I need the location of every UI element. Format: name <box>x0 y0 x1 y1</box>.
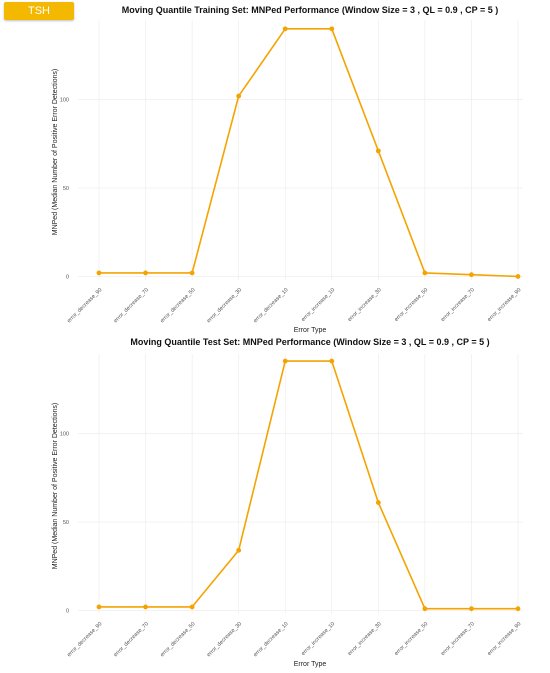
data-point <box>515 274 521 279</box>
data-point <box>422 606 428 612</box>
y-tick-label: 100 <box>60 432 69 438</box>
data-point <box>422 270 428 276</box>
data-point <box>515 606 521 612</box>
data-point <box>236 547 242 553</box>
data-point <box>329 358 335 364</box>
tsh-badge: TSH <box>4 2 74 20</box>
chart-title: Moving Quantile Test Set: MNPed Performa… <box>130 337 489 347</box>
x-tick-label: error_increase_90 <box>487 621 523 657</box>
x-tick-label: error_decrease_10 <box>253 621 290 658</box>
x-tick-label: error_increase_90 <box>487 287 523 323</box>
x-tick-label: error_decrease_50 <box>159 621 196 658</box>
x-tick-label: error_increase_10 <box>300 287 336 323</box>
y-tick-label: 100 <box>60 98 69 104</box>
x-axis-title: Error Type <box>294 661 327 668</box>
data-point <box>143 270 148 276</box>
y-tick-label: 0 <box>66 608 69 614</box>
data-point <box>236 93 242 99</box>
y-tick-label: 50 <box>63 186 69 192</box>
x-axis-title: Error Type <box>294 327 327 334</box>
x-tick-label: error_decrease_90 <box>66 287 103 324</box>
chart-panel-2: 0 50 100 Moving Quantile Test Set: MNPed Pe… <box>52 337 523 668</box>
y-axis-title: MNPed (Median Number of Positive Error D… <box>52 69 59 236</box>
x-tick-label: error_increase_70 <box>440 621 476 657</box>
data-point <box>143 604 148 610</box>
x-tick-label: error_increase_30 <box>347 287 383 323</box>
y-tick-label: 0 <box>66 274 69 280</box>
data-point <box>189 604 195 610</box>
data-point <box>96 270 102 276</box>
data-point <box>282 358 288 364</box>
x-tick-label: error_increase_50 <box>393 621 429 657</box>
x-tick-label: error_increase_30 <box>347 621 383 657</box>
data-point <box>329 26 335 32</box>
x-tick-label: error_increase_10 <box>300 621 336 657</box>
x-tick-label: error_decrease_30 <box>206 621 243 658</box>
y-tick-label: 50 <box>63 520 69 526</box>
data-point <box>189 270 195 276</box>
chart-title: Moving Quantile Training Set: MNPed Perf… <box>122 5 498 15</box>
x-tick-label: error_decrease_50 <box>159 287 196 324</box>
data-point <box>375 148 381 154</box>
data-point <box>469 606 474 612</box>
x-tick-label: error_increase_50 <box>393 287 429 323</box>
series-line <box>99 28 519 278</box>
data-point <box>96 604 102 610</box>
tsh-badge-label: TSH <box>28 5 50 17</box>
x-tick-label: error_decrease_70 <box>113 287 150 324</box>
x-tick-label: error_increase_70 <box>440 287 476 323</box>
x-tick-label: error_decrease_70 <box>113 621 150 658</box>
data-point <box>469 272 474 278</box>
y-axis-title: MNPed (Median Number of Positive Error D… <box>52 403 59 570</box>
x-tick-label: error_decrease_30 <box>206 287 243 324</box>
data-point <box>282 26 288 32</box>
x-tick-label: error_decrease_90 <box>66 621 103 658</box>
x-tick-label: error_decrease_10 <box>253 287 290 324</box>
chart-panel-1: 0 50 100 Moving Quantile Training Set: MNPe… <box>52 5 523 334</box>
data-point <box>375 500 381 505</box>
series-line <box>99 360 518 610</box>
